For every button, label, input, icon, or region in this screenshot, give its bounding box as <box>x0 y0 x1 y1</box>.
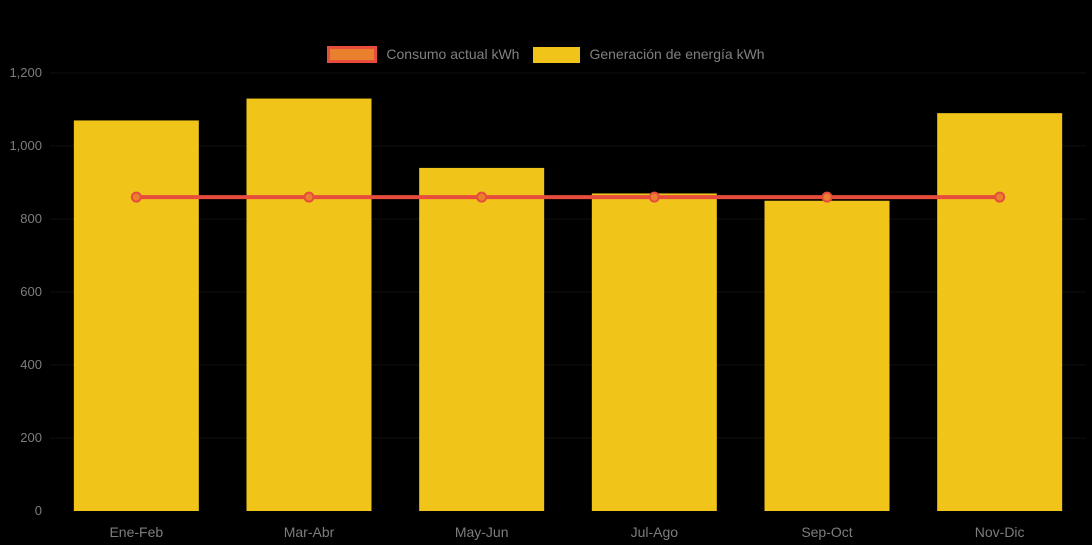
line-point-Ene-Feb[interactable] <box>130 191 142 203</box>
y-axis-label-1,200: 1,200 <box>9 65 42 80</box>
line-point-Nov-Dic[interactable] <box>994 191 1006 203</box>
bar-Mar-Abr[interactable] <box>246 98 372 512</box>
x-axis-label-May-Jun: May-Jun <box>454 524 509 540</box>
bar-Jul-Ago[interactable] <box>591 193 717 511</box>
x-axis-label-Ene-Feb: Ene-Feb <box>109 524 164 540</box>
legend-item-generacion-energia[interactable]: Generación de energía kWh <box>533 46 765 63</box>
line-point-May-Jun[interactable] <box>476 191 488 203</box>
line-point-Sep-Oct[interactable] <box>821 191 833 203</box>
y-axis-label-1,000: 1,000 <box>9 138 42 153</box>
legend-label-generacion-energia: Generación de energía kWh <box>589 46 765 62</box>
y-axis-label-600: 600 <box>20 284 42 299</box>
legend-swatch-consumo-actual <box>327 46 378 63</box>
line-point-Jul-Ago[interactable] <box>648 191 660 203</box>
legend-swatch-generacion-energia <box>533 46 581 63</box>
bar-May-Jun[interactable] <box>419 167 545 511</box>
bar-Ene-Feb[interactable] <box>73 120 199 511</box>
x-axis-label-Mar-Abr: Mar-Abr <box>283 524 335 540</box>
y-axis-label-400: 400 <box>20 357 42 372</box>
y-axis-label-800: 800 <box>20 211 42 226</box>
legend-item-consumo-actual[interactable]: Consumo actual kWh <box>327 46 519 63</box>
legend-label-consumo-actual: Consumo actual kWh <box>386 46 520 62</box>
line-point-Mar-Abr[interactable] <box>303 191 315 203</box>
y-axis-label-0: 0 <box>34 503 42 518</box>
chart-legend: Consumo actual kWh Generación de energía… <box>0 46 1092 63</box>
y-axis-label-200: 200 <box>20 430 42 445</box>
bar-Sep-Oct[interactable] <box>764 200 890 511</box>
x-axis-label-Nov-Dic: Nov-Dic <box>974 524 1025 540</box>
x-axis-label-Sep-Oct: Sep-Oct <box>801 524 853 540</box>
x-axis-label-Jul-Ago: Jul-Ago <box>630 524 679 540</box>
bar-Nov-Dic[interactable] <box>937 113 1063 512</box>
